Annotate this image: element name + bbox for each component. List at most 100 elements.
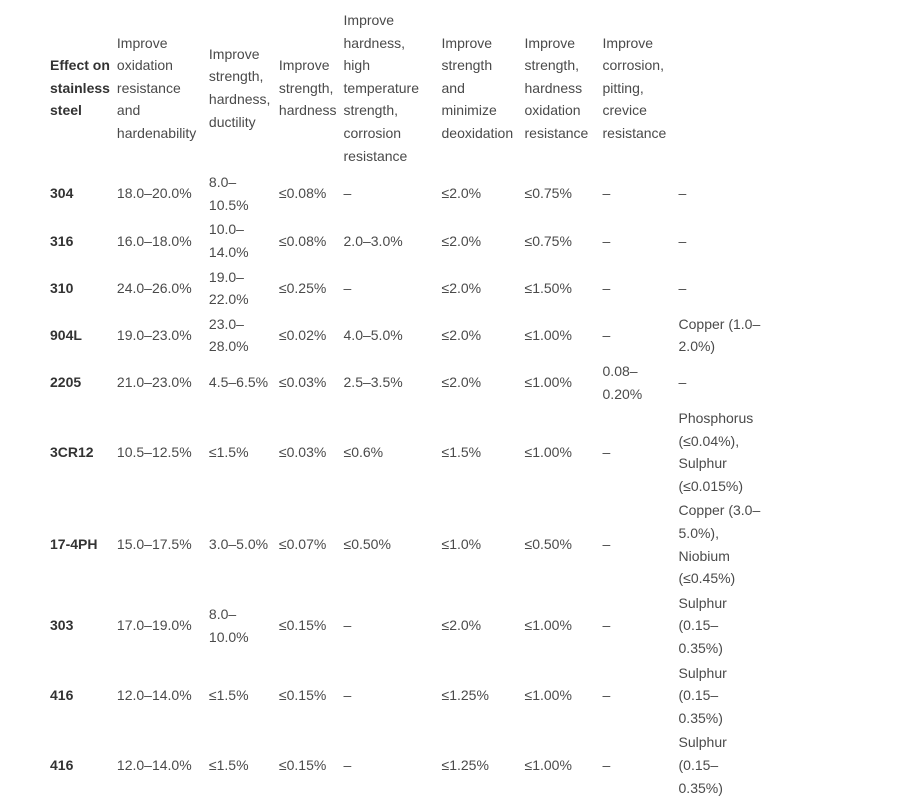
table-cell: ≤1.00% bbox=[524, 617, 572, 634]
table-cell: 21.0–23.0% bbox=[116, 374, 192, 391]
table-cell: 2.5–3.5% bbox=[343, 374, 403, 391]
table-row: 904L 19.0–23.0% 23.0–28.0% ≤0.02% 4.0–5.… bbox=[45, 312, 764, 359]
table-row: 304 18.0–20.0% 8.0–10.5% ≤0.08% – ≤2.0% … bbox=[45, 170, 764, 217]
table-cell: ≤0.50% bbox=[524, 536, 572, 553]
table-cell: – bbox=[343, 687, 352, 704]
table-cell: ≤2.0% bbox=[441, 374, 482, 391]
column-header: Improve strength, hardness bbox=[278, 57, 337, 119]
table-cell: ≤0.02% bbox=[278, 327, 327, 344]
stainless-steel-composition-table: Effect on stainless steel Improve oxidat… bbox=[45, 9, 764, 800]
table-cell: 18.0–20.0% bbox=[116, 185, 192, 202]
grade-cell: 316 bbox=[50, 232, 74, 249]
grade-cell: 17-4PH bbox=[50, 536, 98, 553]
table-cell: 16.0–18.0% bbox=[116, 232, 192, 249]
table-cell: ≤0.15% bbox=[278, 757, 327, 773]
table-cell: 8.0–10.0% bbox=[208, 606, 249, 645]
table-header: Effect on stainless steel Improve oxidat… bbox=[45, 9, 764, 170]
table-cell: – bbox=[343, 185, 352, 202]
table-cell: 19.0–23.0% bbox=[116, 327, 192, 344]
grade-cell: 304 bbox=[50, 185, 74, 202]
table-cell: 0.08–0.20% bbox=[602, 362, 643, 402]
grade-cell: 904L bbox=[50, 327, 82, 344]
table-cell: 10.5–12.5% bbox=[116, 443, 192, 460]
table-cell: Copper (1.0–2.0%) bbox=[678, 315, 761, 355]
table-cell: ≤0.08% bbox=[278, 185, 327, 202]
column-header: Improve strength, hardness oxidation res… bbox=[524, 34, 589, 141]
table-body: 304 18.0–20.0% 8.0–10.5% ≤0.08% – ≤2.0% … bbox=[45, 170, 764, 800]
table-cell: – bbox=[602, 232, 611, 249]
table-cell: ≤0.15% bbox=[278, 687, 327, 704]
table-row: 2205 21.0–23.0% 4.5–6.5% ≤0.03% 2.5–3.5%… bbox=[45, 359, 764, 406]
table-cell: ≤2.0% bbox=[441, 327, 482, 344]
table-row: 310 24.0–26.0% 19.0–22.0% ≤0.25% – ≤2.0%… bbox=[45, 265, 764, 312]
table-cell: 10.0–14.0% bbox=[208, 221, 249, 260]
table-cell: ≤1.00% bbox=[524, 327, 572, 344]
table-cell: ≤0.75% bbox=[524, 232, 572, 249]
table-cell: Copper (3.0–5.0%), Niobium (≤0.45%) bbox=[678, 502, 761, 587]
table-cell: ≤1.0% bbox=[441, 536, 482, 553]
table-cell: 12.0–14.0% bbox=[116, 687, 192, 704]
table-cell: ≤1.5% bbox=[208, 757, 249, 773]
table-cell: – bbox=[602, 536, 611, 553]
column-header: Improve strength and minimize deoxidatio… bbox=[441, 34, 514, 141]
table-cell: 8.0–10.5% bbox=[208, 174, 249, 213]
table-cell: ≤1.25% bbox=[441, 687, 489, 704]
table-cell: ≤1.00% bbox=[524, 757, 572, 773]
table-cell: 4.0–5.0% bbox=[343, 327, 403, 344]
table-cell: ≤1.5% bbox=[441, 443, 482, 460]
table-cell: ≤1.50% bbox=[524, 279, 572, 296]
column-header: Improve corrosion, pitting, crevice resi… bbox=[602, 34, 667, 141]
table-cell: 17.0–19.0% bbox=[116, 617, 192, 634]
table-cell: – bbox=[678, 232, 687, 249]
table-cell: ≤0.03% bbox=[278, 374, 327, 391]
grade-cell: 416 bbox=[50, 757, 74, 773]
table-cell: ≤0.75% bbox=[524, 185, 572, 202]
table-cell: – bbox=[602, 443, 611, 460]
table-cell: – bbox=[678, 374, 687, 391]
table-cell: ≤2.0% bbox=[441, 232, 482, 249]
table-cell: ≤0.25% bbox=[278, 279, 327, 296]
table-cell: – bbox=[602, 185, 611, 202]
table-cell: Sulphur (0.15–0.35%) bbox=[678, 734, 727, 796]
table-cell: – bbox=[678, 185, 687, 202]
table-cell: ≤2.0% bbox=[441, 279, 482, 296]
header-row: Effect on stainless steel Improve oxidat… bbox=[45, 9, 764, 170]
table-row: 3CR12 10.5–12.5% ≤1.5% ≤0.03% ≤0.6% ≤1.5… bbox=[45, 406, 764, 498]
table-cell: 19.0–22.0% bbox=[208, 268, 249, 308]
table-cell: Sulphur (0.15–0.35%) bbox=[678, 664, 727, 726]
table-cell: 12.0–14.0% bbox=[116, 757, 192, 773]
column-header: Improve strength, hardness, ductility bbox=[208, 45, 271, 130]
table-cell: ≤1.00% bbox=[524, 443, 572, 460]
table-container: Effect on stainless steel Improve oxidat… bbox=[45, 9, 764, 800]
table-cell: ≤0.07% bbox=[278, 536, 327, 553]
column-header: Improve oxidation resistance and hardena… bbox=[116, 34, 197, 141]
table-cell: – bbox=[602, 279, 611, 296]
table-cell: ≤0.08% bbox=[278, 232, 327, 249]
table-cell: ≤2.0% bbox=[441, 617, 482, 634]
table-cell: 24.0–26.0% bbox=[116, 279, 192, 296]
column-header: Improve hardness, high temperature stren… bbox=[343, 12, 419, 164]
table-cell: ≤1.25% bbox=[441, 757, 489, 773]
table-row: 416 12.0–14.0% ≤1.5% ≤0.15% – ≤1.25% ≤1.… bbox=[45, 661, 764, 731]
table-cell: 23.0–28.0% bbox=[208, 315, 249, 355]
grade-cell: 310 bbox=[50, 279, 74, 296]
table-cell: ≤0.50% bbox=[343, 536, 391, 553]
table-cell: – bbox=[678, 279, 687, 296]
table-cell: 2.0–3.0% bbox=[343, 232, 403, 249]
table-row: 416 12.0–14.0% ≤1.5% ≤0.15% – ≤1.25% ≤1.… bbox=[45, 730, 764, 800]
table-cell: ≤0.03% bbox=[278, 443, 327, 460]
table-cell: ≤0.6% bbox=[343, 443, 384, 460]
table-cell: – bbox=[602, 617, 611, 634]
table-cell: 4.5–6.5% bbox=[208, 374, 269, 391]
table-cell: Phosphorus (≤0.04%), Sulphur (≤0.015%) bbox=[678, 410, 754, 494]
table-cell: – bbox=[343, 617, 352, 634]
table-cell: 15.0–17.5% bbox=[116, 536, 192, 553]
table-cell: ≤1.00% bbox=[524, 687, 572, 704]
table-cell: – bbox=[602, 327, 611, 344]
grade-cell: 3CR12 bbox=[50, 443, 94, 460]
table-cell: – bbox=[343, 279, 352, 296]
table-row: 316 16.0–18.0% 10.0–14.0% ≤0.08% 2.0–3.0… bbox=[45, 217, 764, 264]
column-header bbox=[674, 9, 764, 170]
table-cell: ≤1.5% bbox=[208, 687, 249, 704]
grade-cell: 2205 bbox=[50, 374, 82, 391]
